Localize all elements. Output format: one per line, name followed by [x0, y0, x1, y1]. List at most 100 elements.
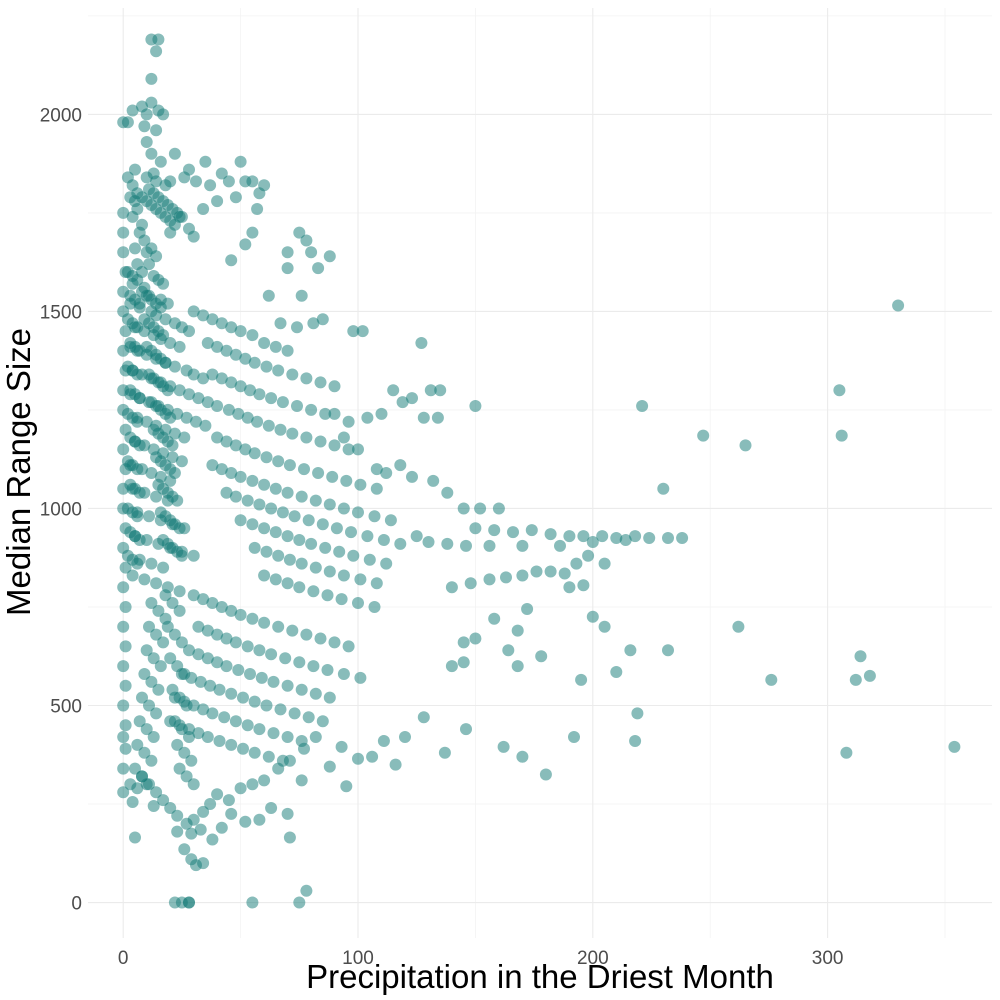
data-point [140, 644, 153, 657]
data-point [521, 603, 534, 615]
data-point [187, 230, 200, 243]
data-point [164, 802, 177, 814]
data-point [171, 494, 184, 507]
data-point [145, 754, 158, 767]
data-point [281, 246, 294, 259]
data-point [269, 340, 282, 353]
data-point [288, 707, 301, 720]
data-point [356, 325, 369, 338]
data-point [460, 539, 472, 552]
data-point [457, 636, 470, 649]
data-point [159, 313, 172, 326]
data-point [246, 896, 259, 909]
data-point [239, 238, 252, 251]
data-point [326, 470, 339, 483]
data-point [323, 565, 336, 578]
data-point [140, 171, 153, 184]
data-point [173, 585, 186, 598]
x-tick-label: 100 [342, 948, 374, 969]
data-point [206, 313, 219, 326]
data-point [544, 528, 557, 541]
data-point [168, 147, 181, 160]
data-point [241, 719, 254, 732]
data-point [544, 565, 557, 578]
data-point [140, 108, 153, 121]
data-point [295, 289, 308, 302]
data-point [253, 813, 266, 826]
data-point [225, 321, 238, 334]
data-point [424, 384, 437, 397]
data-point [150, 786, 163, 799]
data-point [119, 640, 132, 653]
data-point [342, 443, 355, 456]
data-point [631, 707, 644, 720]
data-point [225, 604, 238, 617]
data-point [840, 746, 853, 759]
data-point [511, 624, 524, 637]
data-point [232, 664, 245, 676]
data-point [166, 597, 179, 609]
data-point [272, 620, 285, 633]
y-tick-label: 1500 [40, 302, 82, 323]
data-point [300, 431, 313, 444]
data-point [314, 632, 327, 645]
data-point [624, 644, 637, 657]
data-point [185, 853, 198, 866]
data-point [352, 506, 364, 519]
data-point [117, 786, 130, 799]
data-point [244, 668, 256, 680]
data-point [732, 620, 745, 633]
data-point [192, 392, 205, 405]
y-tick-label: 500 [50, 697, 82, 718]
x-tick-label: 300 [812, 948, 844, 969]
data-point [267, 727, 280, 740]
data-point [215, 601, 228, 613]
data-point [316, 313, 329, 326]
data-point [225, 254, 238, 267]
data-point [152, 604, 165, 617]
data-point [199, 155, 212, 168]
data-point [464, 577, 477, 590]
data-point [183, 731, 195, 743]
data-point [133, 486, 146, 499]
data-point [582, 549, 595, 562]
data-point [173, 604, 186, 617]
data-point [145, 96, 158, 109]
data-point [295, 774, 308, 787]
data-point [150, 707, 163, 720]
data-point [629, 530, 642, 543]
data-point [265, 802, 278, 814]
data-point [295, 683, 308, 696]
data-point [246, 329, 259, 342]
data-point [312, 262, 325, 275]
data-point [305, 537, 318, 550]
data-point [133, 439, 146, 452]
data-point [516, 750, 529, 763]
data-point [305, 403, 318, 416]
data-point [147, 731, 160, 743]
data-point [483, 539, 496, 552]
data-point [225, 687, 238, 700]
data-point [258, 337, 271, 349]
data-point [281, 262, 294, 275]
data-point [361, 530, 374, 543]
data-point [171, 738, 184, 751]
data-point [305, 246, 318, 259]
data-point [363, 553, 376, 566]
data-point [140, 136, 153, 148]
data-point [129, 242, 141, 255]
data-point [302, 514, 315, 527]
data-point [316, 518, 329, 531]
data-point [368, 601, 381, 613]
data-point [143, 778, 155, 791]
data-point [352, 443, 364, 456]
data-point [260, 699, 273, 712]
data-point [199, 419, 212, 432]
data-point [598, 620, 611, 633]
data-point [117, 226, 130, 239]
data-point [183, 325, 195, 338]
data-point [173, 384, 186, 397]
data-point [337, 569, 350, 582]
x-tick-label: 0 [118, 948, 129, 969]
